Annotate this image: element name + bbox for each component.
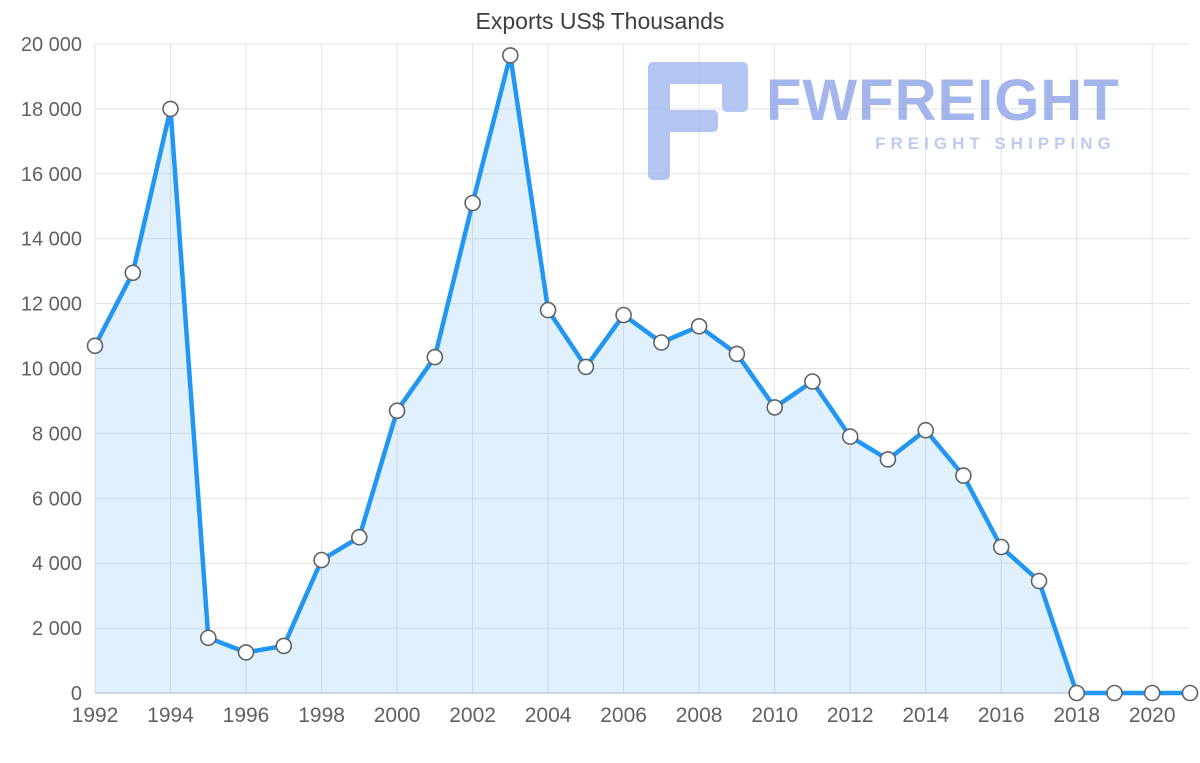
x-tick-label: 2020	[1129, 704, 1176, 727]
data-point-marker	[162, 100, 179, 118]
data-point-marker	[200, 629, 217, 647]
x-tick-label: 2002	[449, 704, 496, 727]
x-tick-label: 2016	[978, 704, 1025, 727]
x-tick-label: 1996	[223, 704, 270, 727]
data-point-marker	[539, 301, 557, 319]
data-point-marker	[917, 421, 935, 439]
data-point-marker	[388, 402, 406, 420]
x-tick-label: 1992	[72, 704, 119, 727]
data-point-marker	[1143, 684, 1161, 702]
x-tick-label: 2012	[827, 704, 874, 727]
y-tick-label: 0	[71, 683, 82, 705]
area-fill	[95, 55, 1190, 693]
data-point-marker	[86, 337, 104, 355]
data-point-marker	[501, 47, 519, 64]
data-point-marker	[766, 399, 784, 416]
y-tick-label: 4 000	[32, 553, 82, 575]
x-tick-label: 2000	[374, 704, 421, 727]
y-tick-label: 8 000	[32, 423, 82, 445]
y-tick-label: 18 000	[21, 99, 82, 121]
y-tick-label: 20 000	[21, 34, 82, 56]
data-point-marker	[577, 358, 595, 376]
data-point-marker	[841, 428, 859, 445]
data-point-marker	[728, 345, 746, 363]
data-point-marker	[237, 644, 255, 661]
data-point-marker	[313, 551, 330, 569]
data-point-marker	[1106, 684, 1123, 702]
x-tick-label: 2010	[751, 704, 798, 727]
data-point-marker	[653, 334, 670, 351]
x-tick-label: 1994	[147, 704, 194, 727]
data-point-marker	[426, 348, 444, 366]
y-tick-label: 14 000	[21, 229, 82, 251]
data-point-marker	[124, 264, 142, 282]
data-point-marker	[1030, 572, 1048, 590]
y-tick-label: 10 000	[21, 359, 82, 381]
data-point-marker	[804, 373, 821, 390]
x-tick-label: 2004	[525, 704, 572, 727]
data-point-marker	[879, 451, 897, 468]
data-point-marker	[350, 528, 368, 546]
x-tick-label: 2014	[902, 704, 949, 727]
y-tick-label: 6 000	[32, 488, 82, 510]
data-point-marker	[275, 637, 293, 655]
y-tick-label: 12 000	[21, 294, 82, 316]
data-point-marker	[955, 467, 972, 484]
x-tick-label: 2006	[600, 704, 647, 727]
chart-title: Exports US$ Thousands	[475, 8, 725, 34]
data-point-marker	[615, 306, 632, 324]
data-point-marker	[690, 317, 708, 335]
x-tick-label: 2008	[676, 704, 723, 727]
y-tick-label: 16 000	[21, 164, 82, 186]
data-point-marker	[1181, 684, 1199, 702]
data-point-marker	[1068, 684, 1085, 702]
data-point-marker	[464, 194, 481, 212]
data-point-marker	[992, 538, 1010, 556]
x-tick-label: 1998	[298, 704, 345, 727]
x-tick-label: 2018	[1053, 704, 1100, 727]
y-tick-label: 2 000	[32, 618, 82, 640]
